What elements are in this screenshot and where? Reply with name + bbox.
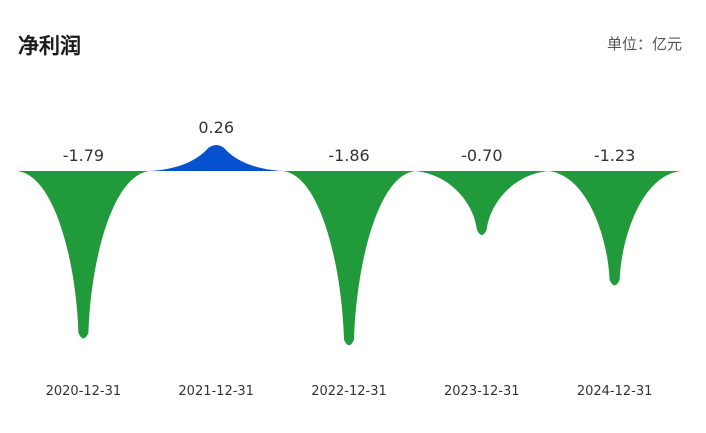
spike-2023-12-31 — [415, 171, 549, 235]
spike-2022-12-31 — [282, 171, 416, 346]
spike-2021-12-31 — [149, 145, 283, 171]
x-label-2024-12-31: 2024-12-31 — [577, 384, 653, 399]
value-label-2021-12-31: 0.26 — [198, 118, 234, 137]
x-label-2021-12-31: 2021-12-31 — [178, 384, 254, 399]
unit-label: 单位：亿元 — [606, 35, 682, 53]
value-label-2022-12-31: -1.86 — [328, 146, 369, 165]
x-label-2022-12-31: 2022-12-31 — [311, 384, 387, 399]
x-label-2020-12-31: 2020-12-31 — [46, 384, 122, 399]
spike-2020-12-31 — [17, 171, 150, 339]
chart-title: 净利润 — [18, 34, 81, 58]
value-label-2023-12-31: -0.70 — [461, 146, 502, 165]
spike-2024-12-31 — [548, 171, 681, 286]
value-label-2020-12-31: -1.79 — [63, 146, 104, 165]
value-label-2024-12-31: -1.23 — [594, 146, 635, 165]
x-label-2023-12-31: 2023-12-31 — [444, 384, 520, 399]
